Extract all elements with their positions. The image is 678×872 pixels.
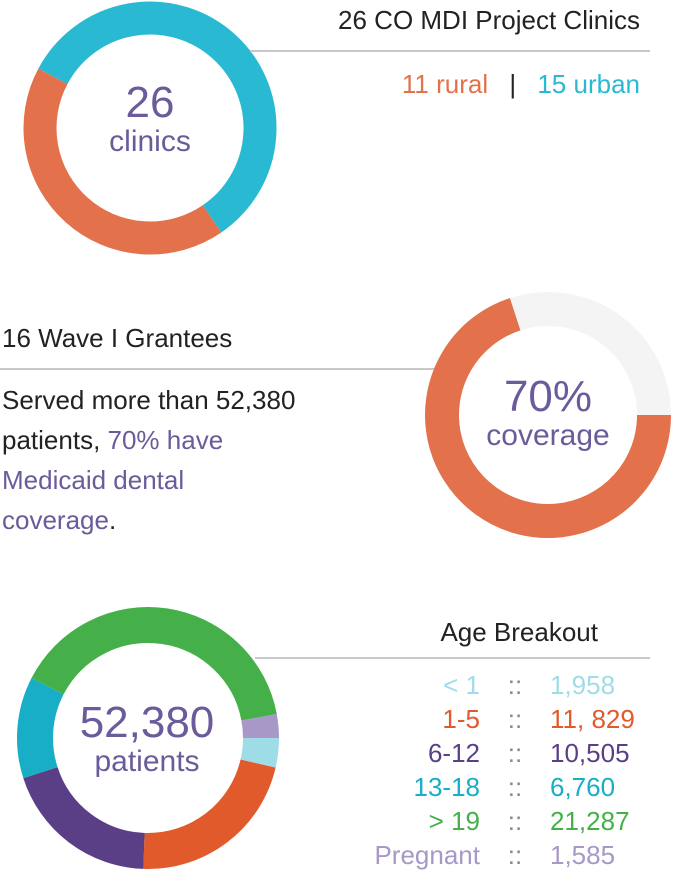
segment-6-12: [23, 766, 146, 869]
non-coverage-segment: [510, 292, 671, 416]
coverage-donut-chart: [425, 292, 671, 538]
age-label: > 19: [428, 806, 480, 836]
patients-unit: patients: [94, 745, 200, 779]
coverage-unit: coverage: [486, 419, 610, 453]
clinics-breakdown: 11 rural | 15 urban: [402, 69, 640, 100]
age-label: 6-12: [427, 738, 480, 768]
segment-under-1: [240, 737, 279, 768]
grantees-title: 16 Wave I Grantees: [2, 323, 233, 353]
age-label: 1-5: [442, 704, 480, 734]
age-separator: ::: [507, 840, 523, 870]
age-breakout-table: < 1:: 1,958 1-5:: 11, 829 6-12:: 10,505 13-18:…: [350, 668, 670, 872]
grantees-description: Served more than 52,380 patients, 70% ha…: [2, 380, 302, 540]
clinics-title: 26 CO MDI Project Clinics: [338, 5, 640, 35]
breakdown-separator: |: [509, 69, 517, 99]
coverage-percent: 70%: [503, 372, 593, 421]
segment-1-5: [143, 758, 276, 869]
segment-13-18: [17, 677, 64, 779]
age-label: < 1: [443, 670, 480, 700]
age-value: 1,958: [550, 670, 616, 700]
patients-center-label: 52,380 patients: [52, 698, 242, 779]
age-label: 13-18: [413, 772, 481, 802]
age-label: Pregnant: [374, 840, 480, 870]
grantees-divider-line: [0, 368, 440, 370]
age-row: > 19:: 21,287: [350, 804, 670, 838]
age-separator: ::: [507, 806, 523, 836]
grantees-text-highlight: 70% have Medicaid dental coverage: [2, 425, 224, 535]
urban-count: 15 urban: [537, 69, 640, 99]
age-row: < 1:: 1,958: [350, 668, 670, 702]
coverage-center-label: 70% coverage: [458, 372, 638, 453]
grantees-text-1: Served more than 52,380 patients,: [2, 385, 296, 455]
age-breakout-heading: Age Breakout: [440, 617, 598, 647]
age-row: 6-12:: 10,505: [350, 736, 670, 770]
coverage-segment: [425, 298, 671, 538]
clinics-divider-line: [250, 50, 650, 52]
clinics-center-label: 26 clinics: [60, 78, 240, 159]
age-divider-line: [255, 657, 650, 659]
age-row: 13-18:: 6,760: [350, 770, 670, 804]
patients-donut-chart: [17, 607, 279, 869]
age-separator: ::: [507, 704, 523, 734]
age-separator: ::: [507, 738, 523, 768]
clinics-count: 26: [125, 78, 175, 127]
age-value: 1,585: [550, 840, 616, 870]
clinics-unit: clinics: [109, 125, 191, 159]
age-value: 10,505: [550, 738, 630, 768]
age-value: 11, 829: [550, 704, 635, 734]
patients-count: 52,380: [79, 698, 215, 747]
rural-count: 11 rural: [401, 69, 489, 99]
urban-segment: [38, 1, 277, 233]
rural-segment: [23, 68, 222, 255]
age-row: Pregnant:: 1,585: [350, 838, 670, 872]
clinics-donut-chart: [23, 1, 277, 255]
age-separator: ::: [507, 670, 523, 700]
segment-pregnant: [241, 713, 279, 739]
age-value: 6,760: [550, 772, 616, 802]
age-separator: ::: [507, 772, 523, 802]
grantees-text-2: .: [108, 505, 117, 535]
segment-over-19: [31, 607, 277, 721]
age-value: 21,287: [550, 806, 630, 836]
age-row: 1-5:: 11, 829: [350, 702, 670, 736]
